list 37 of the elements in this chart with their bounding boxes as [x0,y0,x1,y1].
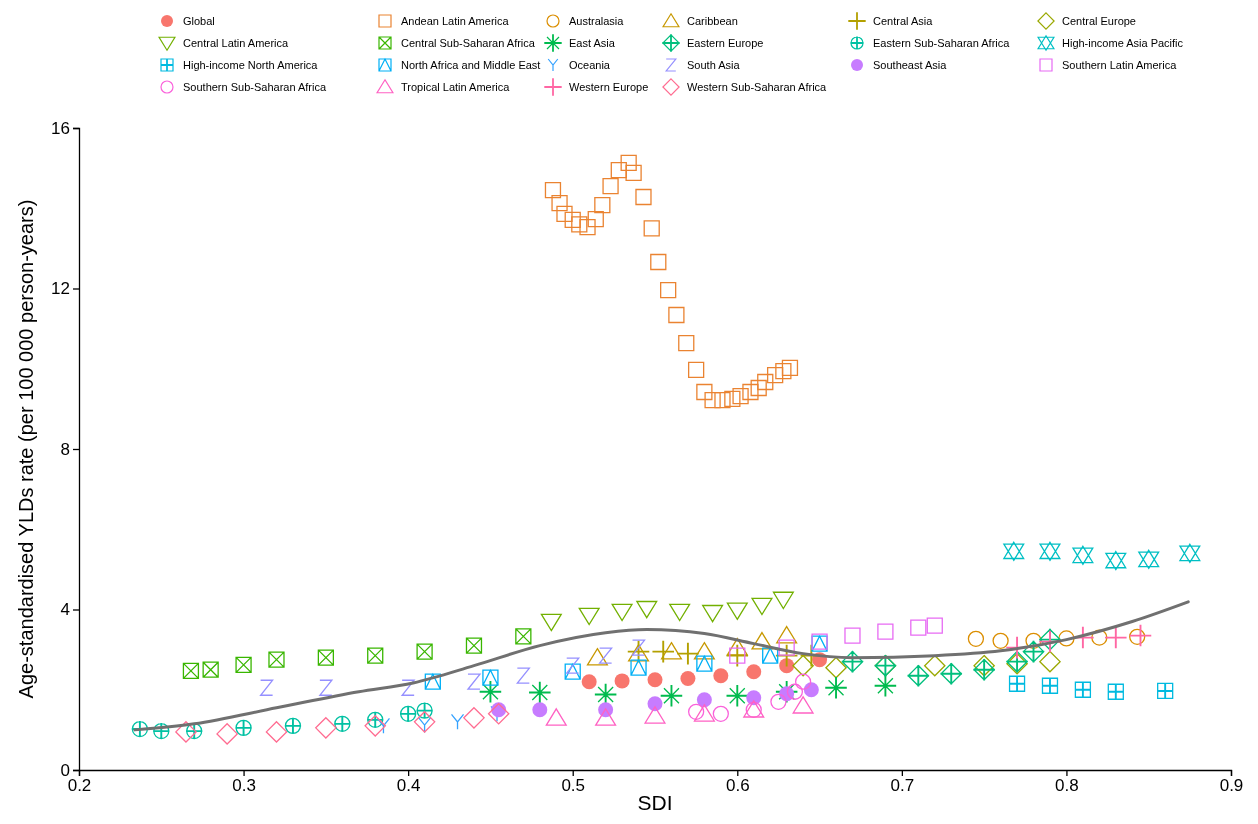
legend-label: Australasia [569,15,625,27]
legend-label: Andean Latin America [401,15,510,27]
legend-label: Tropical Latin America [401,81,511,93]
legend-label: Western Sub-Saharan Africa [687,81,828,93]
legend-label: Southeast Asia [873,59,948,71]
legend-label: High-income Asia Pacific [1062,37,1184,49]
legend-label: East Asia [569,37,616,49]
legend-label: Eastern Sub-Saharan Africa [873,37,1011,49]
x-tick-label: 0.2 [67,776,92,796]
legend-label: Central Latin America [183,37,290,49]
y-axis-title: Age-standardised YLDs rate (per 100 000 person-years) [15,199,37,699]
x-tick-label: 0.6 [725,776,750,796]
y-tick-label: 12 [51,279,70,299]
legend-label: Southern Latin America [1062,59,1178,71]
legend-label: Oceania [569,59,611,71]
legend-label: Southern Sub-Saharan Africa [183,81,327,93]
x-tick-label: 0.9 [1219,776,1244,796]
legend-label: Western Europe [569,81,649,93]
x-tick-label: 0.7 [890,776,915,796]
x-axis-title: SDI [637,791,673,814]
legend-label: North Africa and Middle East [401,59,541,71]
y-tick-label: 8 [60,439,70,459]
legend-label: Central Asia [873,15,934,27]
y-tick-label: 4 [60,600,70,620]
legend-label: Central Europe [1062,15,1136,27]
x-tick-label: 0.3 [232,776,256,796]
legend-label: High-income North America [183,59,319,71]
legend-label: South Asia [687,59,741,71]
x-tick-label: 0.4 [396,776,421,796]
y-tick-label: 0 [60,760,70,780]
legend-label: Central Sub-Saharan Africa [401,37,536,49]
x-tick-label: 0.8 [1055,776,1079,796]
legend-label: Global [183,15,215,27]
x-tick-label: 0.5 [561,776,586,796]
legend-label: Eastern Europe [687,37,764,49]
legend-label: Caribbean [687,15,738,27]
y-tick-label: 16 [51,118,70,138]
